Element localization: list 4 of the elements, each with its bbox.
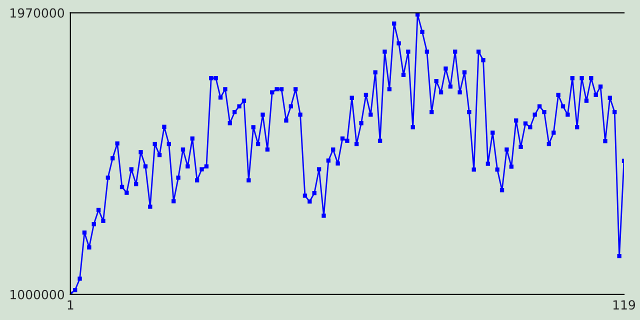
y-tick-label: 1970000 bbox=[10, 8, 64, 18]
x-tick-label: 1 bbox=[68, 300, 74, 310]
y-tick-label: 1000000 bbox=[10, 290, 64, 300]
x-tick-label: 119 bbox=[613, 300, 636, 310]
